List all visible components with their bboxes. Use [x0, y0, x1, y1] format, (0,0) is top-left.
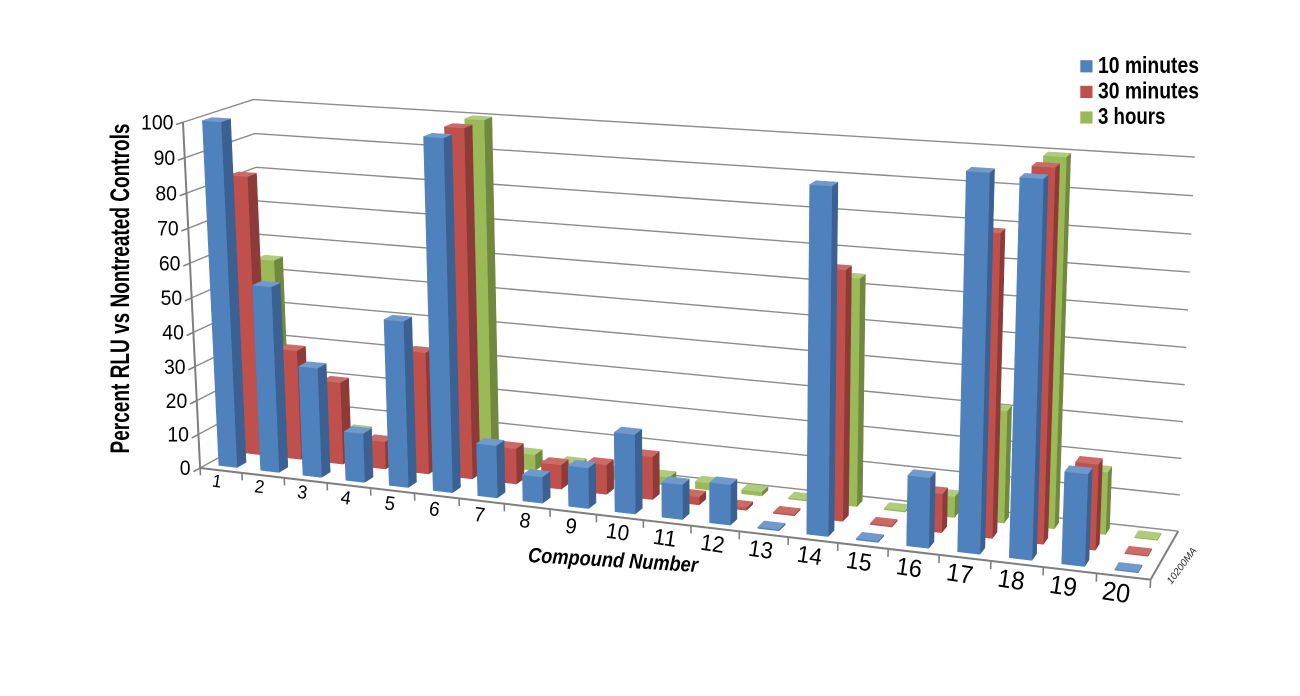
svg-text:18: 18: [996, 565, 1027, 597]
svg-text:40: 40: [162, 321, 184, 345]
svg-text:50: 50: [161, 286, 183, 310]
svg-text:10 minutes: 10 minutes: [1098, 52, 1199, 78]
svg-text:11: 11: [651, 524, 678, 552]
svg-text:20: 20: [1100, 575, 1132, 609]
svg-text:80: 80: [155, 181, 177, 205]
svg-text:10: 10: [605, 518, 631, 546]
svg-text:3 hours: 3 hours: [1098, 103, 1165, 129]
svg-text:15: 15: [844, 547, 873, 577]
svg-text:60: 60: [159, 251, 181, 275]
svg-text:0: 0: [180, 456, 191, 480]
svg-text:30: 30: [164, 355, 186, 379]
svg-text:17: 17: [945, 558, 975, 590]
svg-text:70: 70: [157, 217, 179, 241]
svg-text:100: 100: [141, 110, 173, 134]
svg-text:12: 12: [699, 529, 727, 558]
svg-text:13: 13: [747, 535, 775, 564]
svg-text:14: 14: [795, 541, 824, 571]
svg-text:Percent RLU vs Nontreated Cont: Percent RLU vs Nontreated Controls: [105, 124, 135, 454]
svg-text:10: 10: [167, 423, 189, 447]
svg-text:16: 16: [894, 553, 924, 584]
svg-text:19: 19: [1048, 569, 1080, 603]
svg-text:90: 90: [154, 146, 176, 170]
svg-text:30 minutes: 30 minutes: [1098, 78, 1199, 104]
svg-text:20: 20: [166, 389, 188, 413]
